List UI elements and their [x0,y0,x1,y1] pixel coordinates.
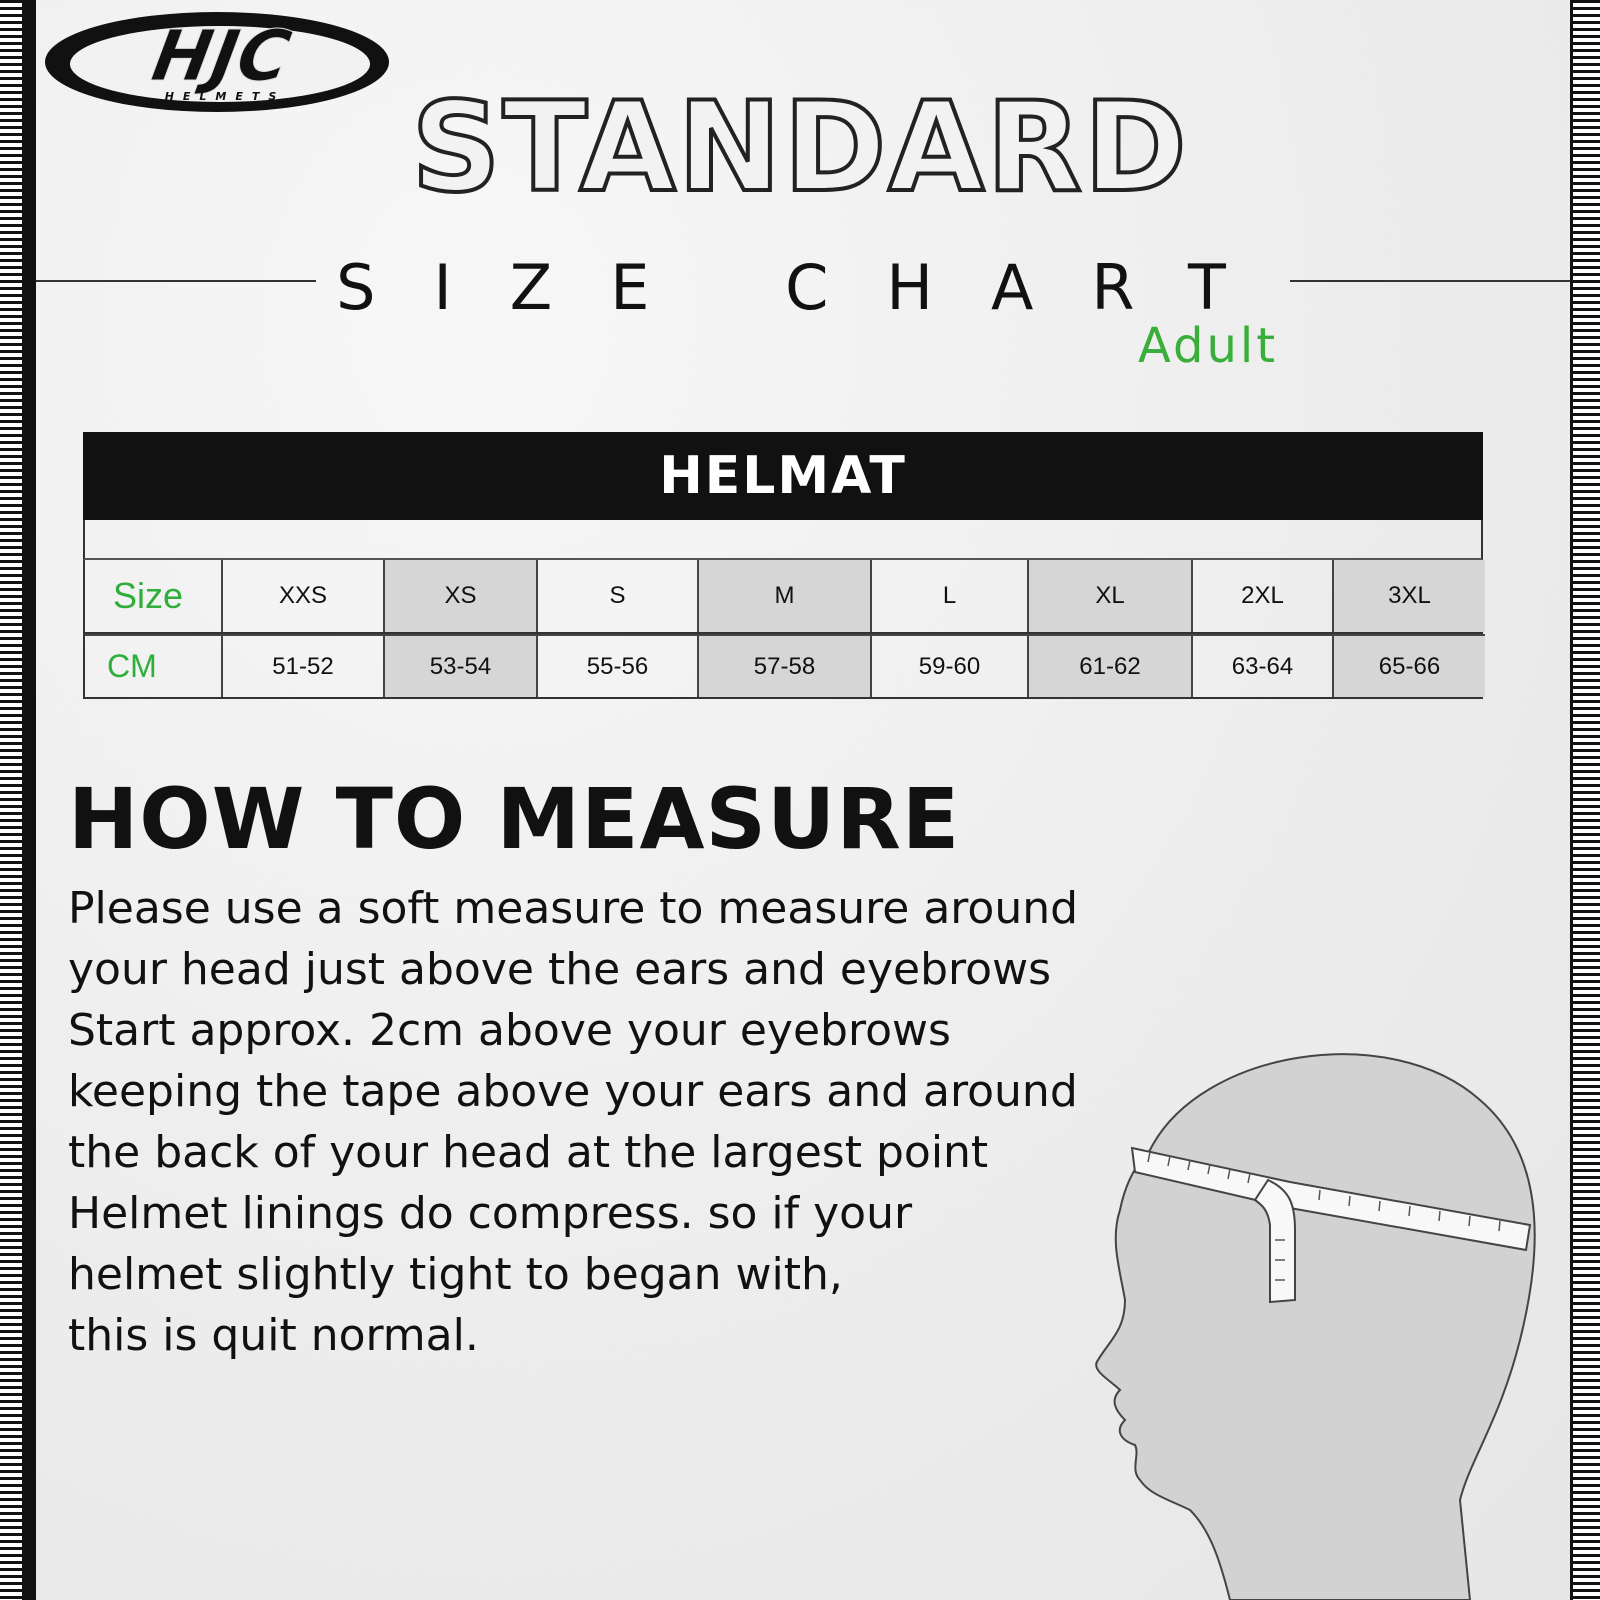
hjc-logo: HJC HELMETS [40,8,395,116]
cm-cell: 53-54 [385,634,538,697]
ruler-edge-right [1570,0,1600,1600]
size-cell: M [699,560,872,632]
size-cell: L [872,560,1029,632]
svg-text:HJC: HJC [146,15,297,96]
size-cell: XS [385,560,538,632]
cm-cell: 65-66 [1334,634,1485,697]
instruction-line: Start approx. 2cm above your eyebrows [68,1005,951,1056]
size-cell: 3XL [1334,560,1485,632]
svg-text:HELMETS: HELMETS [165,90,286,103]
cm-cell: 59-60 [872,634,1029,697]
instruction-line: the back of your head at the largest poi… [68,1127,989,1178]
audience-label: Adult [1138,318,1279,374]
size-row: Size XXS XS S M L XL 2XL 3XL [83,560,1485,634]
measure-heading: HOW TO MEASURE [68,770,961,868]
size-cell: S [538,560,699,632]
ruler-edge-left [0,0,36,1600]
divider-right [1290,280,1570,282]
divider-left [36,280,316,282]
size-cell: 2XL [1193,560,1334,632]
table-spacer-row [83,520,1483,560]
cm-cell: 51-52 [223,634,385,697]
size-cell: XL [1029,560,1193,632]
size-cell: XXS [223,560,385,632]
instruction-line: Helmet linings do compress. so if your [68,1188,913,1239]
cm-cell: 63-64 [1193,634,1334,697]
measure-instructions: Please use a soft measure to measure aro… [68,878,1078,1366]
cm-cell: 55-56 [538,634,699,697]
size-table: HELMAT Size XXS XS S M L XL 2XL 3XL CM 5… [83,432,1485,699]
instruction-line: helmet slightly tight to began with, [68,1249,843,1300]
table-title: HELMAT [83,432,1483,520]
head-with-measuring-tape-icon [1090,1040,1570,1600]
page-title: STANDARD [409,76,1189,220]
row-label-cm: CM [85,634,223,697]
instruction-line: Please use a soft measure to measure aro… [68,883,1079,934]
cm-cell: 61-62 [1029,634,1193,697]
instruction-line: this is quit normal. [68,1310,479,1361]
row-label-size: Size [85,560,223,632]
page-subtitle: SIZE CHART [336,251,1284,324]
instruction-line: keeping the tape above your ears and aro… [68,1066,1078,1117]
instruction-line: your head just above the ears and eyebro… [68,944,1051,995]
cm-cell: 57-58 [699,634,872,697]
cm-row: CM 51-52 53-54 55-56 57-58 59-60 61-62 6… [83,634,1485,699]
